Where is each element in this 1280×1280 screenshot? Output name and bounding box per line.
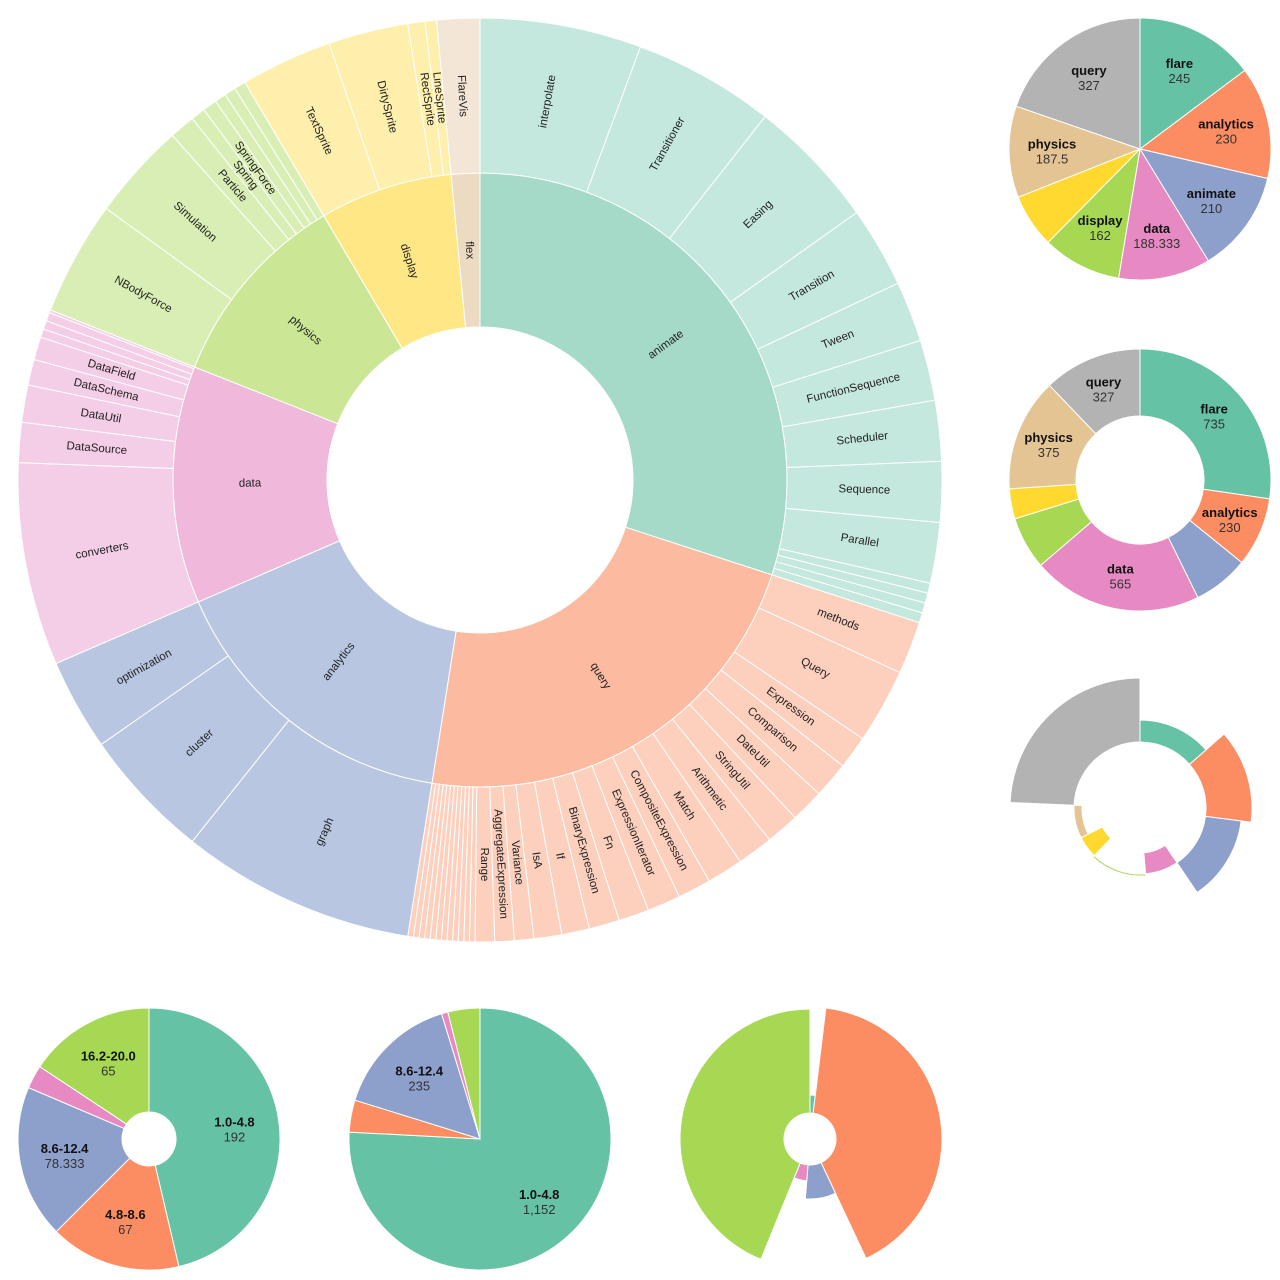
rose-ranges-slice-1[interactable] (812, 1007, 943, 1260)
rose-categories-slice-4[interactable] (1092, 854, 1147, 877)
donut-ranges-label-4-8-8-6: 4.8-8.6 (105, 1207, 145, 1222)
donut-categories-slice-flare[interactable] (1139, 348, 1272, 500)
donut-categories-value-analytics: 230 (1219, 520, 1241, 535)
pie-categories-label-animate: animate (1187, 186, 1236, 201)
pie-ranges-label-8-6-12-4: 8.6-12.4 (395, 1064, 443, 1079)
donut-ranges-slice-4-8-8-6[interactable] (55, 1157, 180, 1271)
pie-categories-slice-data[interactable] (1117, 147, 1209, 281)
rose-ranges-slice-4[interactable] (679, 1008, 811, 1261)
donut-categories-slice-data[interactable] (1039, 520, 1199, 612)
donut-ranges-value-1-0-4-8: 192 (224, 1130, 246, 1145)
rose-categories-slice-0[interactable] (1139, 719, 1207, 766)
sunburst-label-data: data (239, 477, 262, 489)
donut-categories-label-analytics: analytics (1202, 505, 1258, 520)
donut-categories-slice-query[interactable] (1048, 348, 1141, 435)
pie-categories-label-physics: physics (1028, 136, 1076, 151)
sunburst-label-flex: flex (463, 241, 476, 260)
pie-ranges-value-1-0-4-8: 1,152 (523, 1202, 556, 1217)
donut-ranges-slice-16-2-20-0[interactable] (39, 1007, 150, 1125)
donut-ranges-label-1-0-4-8: 1.0-4.8 (214, 1115, 254, 1130)
pie-categories-label-display: display (1078, 213, 1124, 228)
sunburst-leaf-label-if: If (553, 852, 566, 862)
sunburst-chart: animateinterpolateTransitionerEasingTran… (17, 17, 943, 943)
sunburst-leaf-label-scheduler: Scheduler (836, 430, 889, 447)
pie-ranges-label-1-0-4-8: 1.0-4.8 (519, 1187, 559, 1202)
pie-ranges-slice-4[interactable] (447, 1007, 481, 1140)
pie-ranges-slice-1-0-4-8[interactable] (348, 1007, 612, 1271)
pie-categories-value-physics: 187.5 (1036, 151, 1069, 166)
pie-categories-value-analytics: 230 (1215, 131, 1237, 146)
rose-categories-slice-7[interactable] (1009, 677, 1141, 806)
pie-categories-label-analytics: analytics (1198, 116, 1254, 131)
sunburst-leaf-label-range: Range (478, 847, 490, 881)
sunburst-leaf-label-variance: Variance (509, 840, 525, 885)
pie-categories-slice-animate[interactable] (1138, 148, 1269, 262)
rose-categories-slice-2[interactable] (1176, 815, 1242, 894)
pie-categories-value-flare: 245 (1169, 71, 1191, 86)
sunburst-leaf-label-isa: IsA (529, 851, 543, 870)
rose-categories-slice-6[interactable] (1073, 804, 1089, 839)
donut-categories-label-flare: flare (1200, 401, 1227, 416)
nightingale-chart-ranges (679, 1007, 943, 1261)
sunburst-leaf-label-flarevis: FlareVis (455, 75, 469, 118)
sunburst-leaf-label-datasource: DataSource (66, 440, 128, 457)
donut-categories-label-physics: physics (1024, 430, 1072, 445)
sunburst-leaf-label-parallel: Parallel (840, 532, 880, 550)
donut-categories-value-query: 327 (1093, 390, 1115, 405)
donut-categories-value-physics: 375 (1038, 445, 1060, 460)
pie-ranges-slice-8-6-12-4[interactable] (354, 1013, 481, 1140)
pie-categories-label-data: data (1143, 221, 1171, 236)
pie-categories-value-query: 327 (1078, 78, 1100, 93)
pie-categories-value-data: 188.333 (1133, 236, 1180, 251)
pie-ranges-value-8-6-12-4: 235 (408, 1079, 430, 1094)
donut-ranges-label-8-6-12-4: 8.6-12.4 (41, 1141, 89, 1156)
rose-ranges-slice-2[interactable] (804, 1161, 837, 1200)
sunburst-leaf-label-aggregateexpression: AggregateExpression (492, 809, 510, 919)
donut-ranges-label-16-2-20-0: 16.2-20.0 (81, 1049, 136, 1064)
rose-categories-slice-1[interactable] (1188, 733, 1253, 823)
pie-categories-label-query: query (1071, 63, 1107, 78)
pie-categories-value-animate: 210 (1201, 201, 1223, 216)
pie-categories-value-display: 162 (1089, 228, 1111, 243)
rose-categories-slice-3[interactable] (1143, 844, 1178, 875)
pie-categories-slice-display[interactable] (1047, 147, 1141, 279)
donut-ranges-slice-1-0-4-8[interactable] (148, 1007, 281, 1268)
pie-categories-label-flare: flare (1166, 56, 1193, 71)
sunburst-leaf-label-sequence: Sequence (838, 483, 890, 496)
donut-ranges-value-8-6-12-4: 78.333 (45, 1156, 85, 1171)
donut-ranges-value-16-2-20-0: 65 (101, 1064, 115, 1079)
donut-ranges-slice-8-6-12-4[interactable] (17, 1086, 131, 1233)
donut-ranges-value-4-8-8-6: 67 (118, 1222, 132, 1237)
donut-categories-value-flare: 735 (1203, 416, 1225, 431)
sunburst-leaf-label-fn: Fn (600, 834, 616, 851)
donut-categories-label-data: data (1107, 562, 1135, 577)
pie-categories-slice-physics[interactable] (1008, 105, 1142, 198)
sunburst-leaf-flarevis[interactable] (435, 17, 481, 175)
pie-categories-slice-flare[interactable] (1139, 17, 1246, 150)
donut-categories-value-data: 565 (1109, 577, 1131, 592)
pie-categories-slice-query[interactable] (1015, 17, 1141, 150)
pie-categories-slice-analytics[interactable] (1138, 69, 1272, 180)
donut-categories-label-query: query (1086, 375, 1122, 390)
nightingale-chart-categories (1009, 677, 1253, 894)
